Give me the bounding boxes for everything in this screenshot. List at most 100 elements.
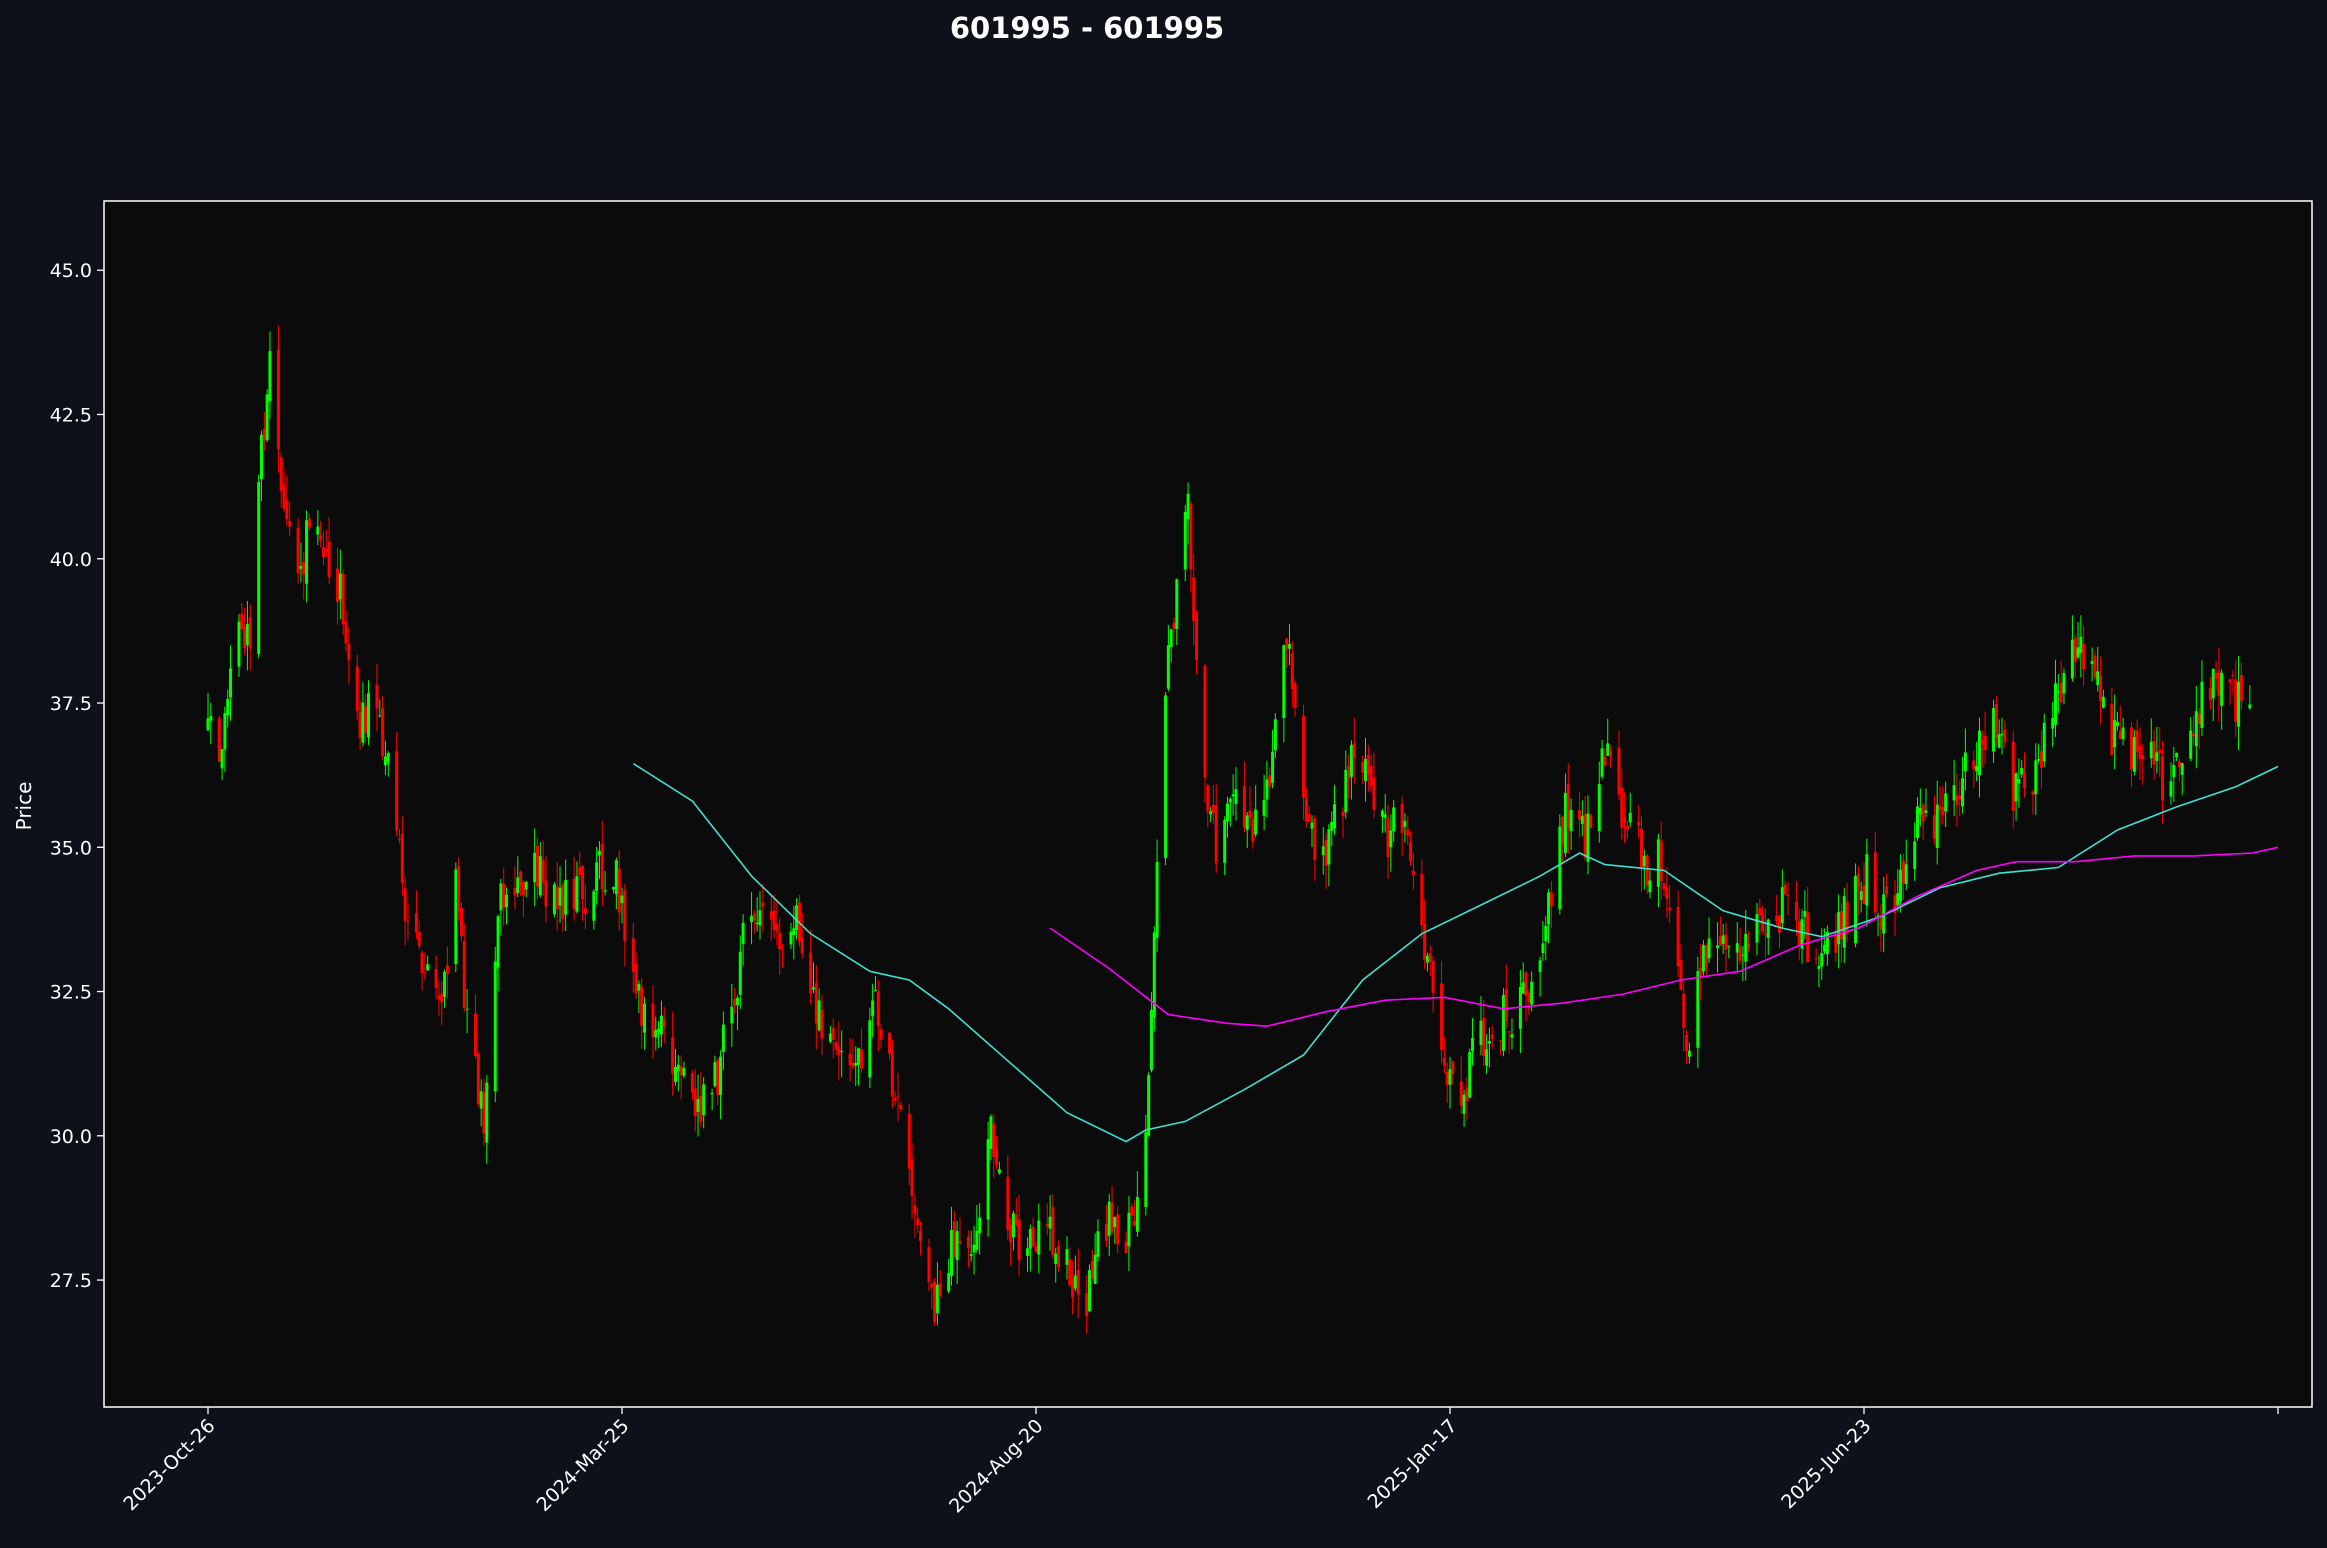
- moving-average-short-line: [632, 762, 2279, 1143]
- candle-body: [1127, 1212, 1131, 1247]
- candle-body: [1093, 1254, 1097, 1284]
- candle-body: [713, 1062, 717, 1087]
- candle-body: [2194, 711, 2198, 747]
- candle-body: [2197, 713, 2201, 725]
- candle-body: [502, 883, 506, 909]
- candle-body: [1169, 629, 1173, 648]
- candle-body: [1333, 804, 1337, 829]
- candle-body: [1380, 810, 1384, 817]
- candle-body: [631, 938, 635, 972]
- candle-body: [1994, 703, 1998, 739]
- candle-body: [341, 573, 345, 625]
- candle-body: [1716, 945, 1720, 949]
- candle-body: [1304, 798, 1308, 822]
- candle-body: [2090, 661, 2094, 665]
- candle-body: [859, 1049, 863, 1069]
- candle-body: [958, 1241, 962, 1245]
- candle-body: [1980, 739, 1984, 745]
- candle-body: [1783, 884, 1787, 895]
- candle-body: [1806, 912, 1810, 963]
- candle-body: [302, 562, 306, 575]
- candle-body: [1977, 730, 1981, 776]
- candle-body: [950, 1229, 954, 1276]
- candle-body: [1645, 855, 1649, 886]
- candle-body: [1975, 765, 1979, 772]
- candle-body: [1034, 1246, 1038, 1252]
- candle-body: [831, 1027, 835, 1040]
- candle-body: [1935, 804, 1939, 848]
- candle-body: [552, 884, 556, 915]
- candle-body: [654, 1030, 658, 1038]
- candle-body: [1490, 1034, 1494, 1039]
- candle-body: [375, 684, 379, 709]
- candle-body: [1580, 815, 1584, 824]
- candle-body: [445, 965, 449, 975]
- candle-body: [721, 1024, 725, 1052]
- candle-body: [355, 666, 359, 712]
- candle-body: [992, 1123, 996, 1158]
- candle-body: [817, 1000, 821, 1031]
- candle-body: [2014, 773, 2018, 802]
- candle-body: [2118, 730, 2122, 740]
- candle-body: [1189, 503, 1193, 570]
- candle-body: [1696, 971, 1700, 1048]
- candle-body: [1640, 828, 1644, 868]
- candle-body: [1958, 795, 1962, 799]
- candle-body: [637, 983, 641, 991]
- candle-body: [1504, 989, 1508, 1022]
- candle-body: [1820, 953, 1824, 967]
- candle-body: [240, 614, 244, 630]
- candle-body: [519, 871, 523, 887]
- candle-body: [296, 527, 300, 574]
- candle-body: [229, 668, 233, 698]
- candle-body: [634, 963, 638, 994]
- candle-body: [1088, 1270, 1092, 1312]
- candle-body: [896, 1096, 900, 1098]
- candle-body: [2149, 741, 2153, 759]
- candle-body: [367, 693, 371, 738]
- candle-body: [1665, 887, 1669, 899]
- candle-body: [1386, 817, 1390, 858]
- candle-body: [1744, 933, 1748, 962]
- candle-body: [1228, 798, 1232, 803]
- candle-body: [1366, 754, 1370, 775]
- candle-body: [479, 1091, 483, 1109]
- candle-body: [364, 706, 368, 733]
- candle-body: [443, 971, 447, 997]
- candle-body: [899, 1104, 903, 1110]
- candle-body: [1896, 893, 1900, 906]
- candle-body: [1794, 902, 1798, 921]
- candle-body: [2135, 730, 2139, 752]
- candle-body: [1735, 943, 1739, 953]
- candle-body: [809, 952, 813, 994]
- candle-body: [834, 1042, 838, 1050]
- candle-body: [1164, 695, 1168, 859]
- candle-body: [710, 1092, 714, 1095]
- candle-body: [854, 1062, 858, 1066]
- candle-body: [336, 568, 340, 603]
- candle-body: [217, 718, 221, 762]
- candle-body: [1918, 807, 1922, 815]
- candle-body: [361, 702, 365, 743]
- candle-body: [572, 878, 576, 910]
- candle-body: [288, 520, 292, 527]
- candle-body: [1704, 945, 1708, 968]
- candle-body: [662, 1020, 666, 1028]
- candle-body: [1341, 811, 1345, 817]
- candle-body: [702, 1084, 706, 1116]
- candle-body: [1603, 756, 1607, 766]
- candle-body: [1076, 1269, 1080, 1295]
- candle-body: [206, 718, 210, 731]
- candle-body: [437, 995, 441, 1000]
- candle-body: [2180, 763, 2184, 775]
- candle-body: [462, 941, 466, 1008]
- candle-body: [2023, 772, 2027, 789]
- candle-body: [237, 621, 241, 667]
- candle-body: [840, 1051, 844, 1053]
- candle-body: [454, 869, 458, 965]
- candle-body: [1642, 855, 1646, 867]
- candle-body: [575, 876, 579, 912]
- candle-body: [327, 541, 331, 578]
- candle-body: [876, 991, 880, 1026]
- candle-body: [465, 1008, 469, 1010]
